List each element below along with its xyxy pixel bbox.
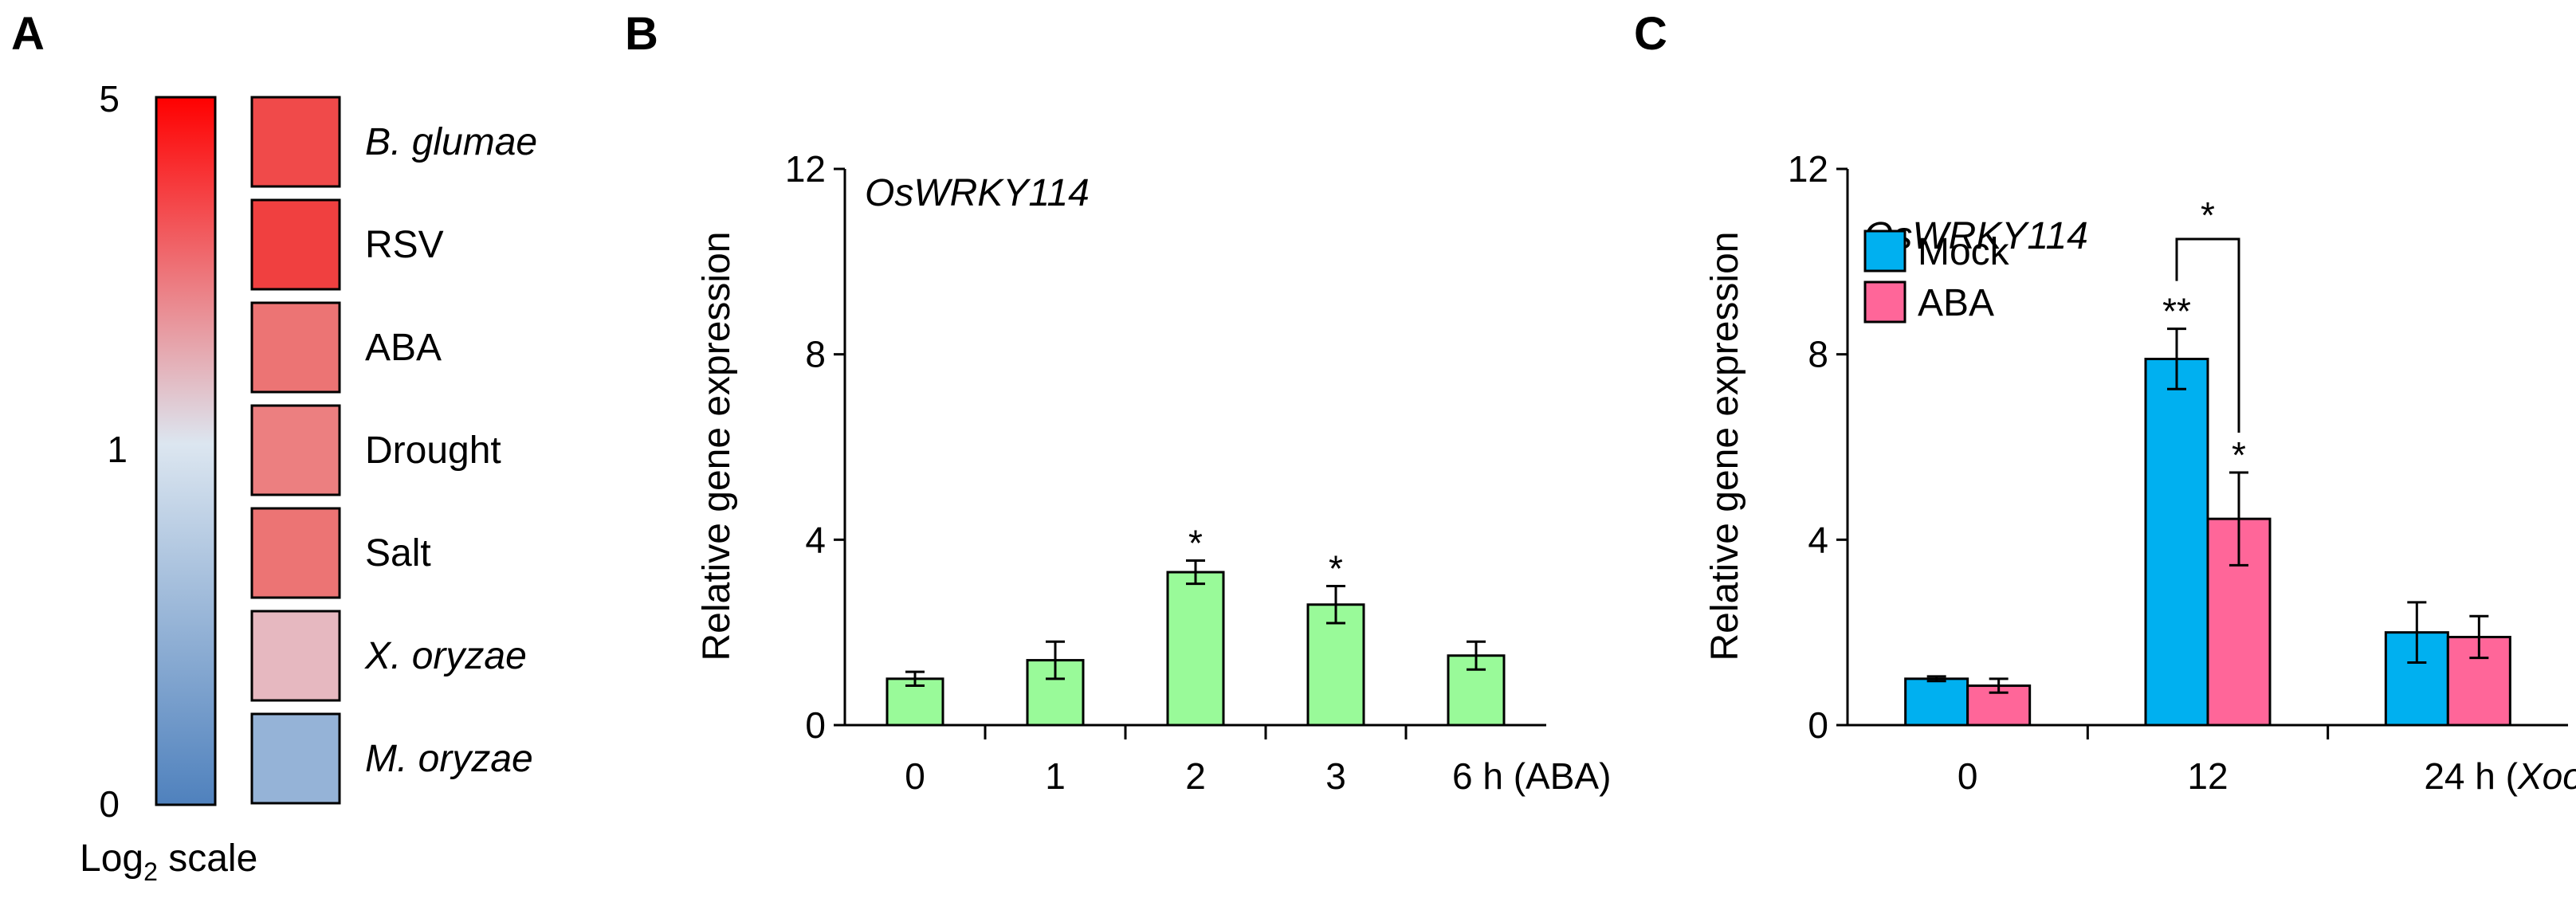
panel-c-legend-swatch (1863, 229, 1906, 273)
panel-c-x-tick-label: 12 (2187, 755, 2228, 797)
colorbar-label: Log2 scale (80, 837, 257, 886)
panel-letter-b: B (625, 8, 658, 60)
panel-letter-c: C (1634, 8, 1667, 60)
panel-c-bar (1904, 677, 1969, 727)
panel-b-x-tick-label: 1 (1045, 755, 1066, 797)
panel-b-x-tick-label: 3 (1325, 755, 1346, 797)
panel-b-bar (1166, 571, 1225, 727)
panel-c-legend-label: Mock (1918, 231, 2010, 273)
panel-c-x-tick-label: 24 h (Xoo) (2424, 755, 2576, 797)
heatmap-row-label: Drought (365, 429, 501, 472)
heatmap-row-label: Salt (365, 532, 431, 575)
panel-b-x-tick-label: 6 h (ABA) (1452, 755, 1611, 797)
panel-c-legend-label: ABA (1918, 282, 1994, 324)
panel-c-x-tick-label: 0 (1958, 755, 1978, 797)
panel-b-y-tick-label: 0 (805, 704, 826, 746)
panel-b-significance: * (1329, 548, 1343, 590)
colorbar-tick-1: 1 (107, 429, 128, 470)
panel-c-y-tick-label: 8 (1808, 334, 1828, 375)
panel-b-y-tick-label: 8 (805, 334, 826, 375)
panel-c-chart: Relative gene expression OsWRKY114 04812… (1704, 148, 2576, 797)
panel-b-significance: * (1188, 523, 1203, 564)
heatmap-cell (250, 404, 341, 496)
panel-c-y-tick-label: 12 (1788, 148, 1828, 190)
heatmap-row-label: ABA (365, 327, 442, 369)
panel-b-chart: Relative gene expression OsWRKY114 04812… (696, 148, 1611, 797)
heatmap-row-label: X. oryzae (364, 635, 527, 677)
panel-c-bar (2144, 357, 2209, 727)
heatmap-row-label: RSV (365, 224, 444, 266)
heatmap-row-label: B. glumae (365, 121, 537, 163)
heatmap-cell (250, 96, 341, 188)
panel-b-gene-label: OsWRKY114 (865, 172, 1090, 214)
colorbar (155, 96, 217, 806)
panel-c-significance: ** (2162, 291, 2191, 332)
colorbar-tick-0: 0 (99, 783, 120, 825)
panel-b-y-tick-label: 12 (785, 148, 826, 190)
heatmap-cell (250, 610, 341, 702)
heatmap-cell (250, 301, 341, 394)
panel-b-x-tick-label: 0 (905, 755, 925, 797)
panel-b-y-tick-label: 4 (805, 519, 826, 560)
heatmap-cell (250, 507, 341, 599)
heatmap-cell (250, 712, 341, 805)
panel-c-legend-swatch (1863, 280, 1906, 324)
panel-b-ylabel: Relative gene expression (696, 232, 738, 661)
panel-c-comparison-bracket (2175, 237, 2240, 433)
panel-b-x-tick-label: 2 (1185, 755, 1206, 797)
heatmap-row-label: M. oryzae (365, 738, 533, 780)
panel-letter-a: A (11, 8, 45, 60)
heatmap-rows: B. glumae RSV ABA Drought Salt X. oryzae M. or… (250, 96, 537, 805)
panel-c-significance: * (2232, 434, 2246, 476)
panel-c-y-tick-label: 4 (1808, 519, 1828, 560)
panel-c-comparison-significance: * (2201, 194, 2215, 236)
panel-c-y-tick-label: 0 (1808, 704, 1828, 746)
panel-a-heatmap: 5 1 0 Log2 scale B. glumae RSV ABA Drought S… (80, 78, 537, 886)
panel-c-ylabel: Relative gene expression (1704, 232, 1746, 661)
colorbar-tick-5: 5 (99, 78, 120, 120)
heatmap-cell (250, 198, 341, 291)
panel-b-bar (1306, 603, 1365, 727)
